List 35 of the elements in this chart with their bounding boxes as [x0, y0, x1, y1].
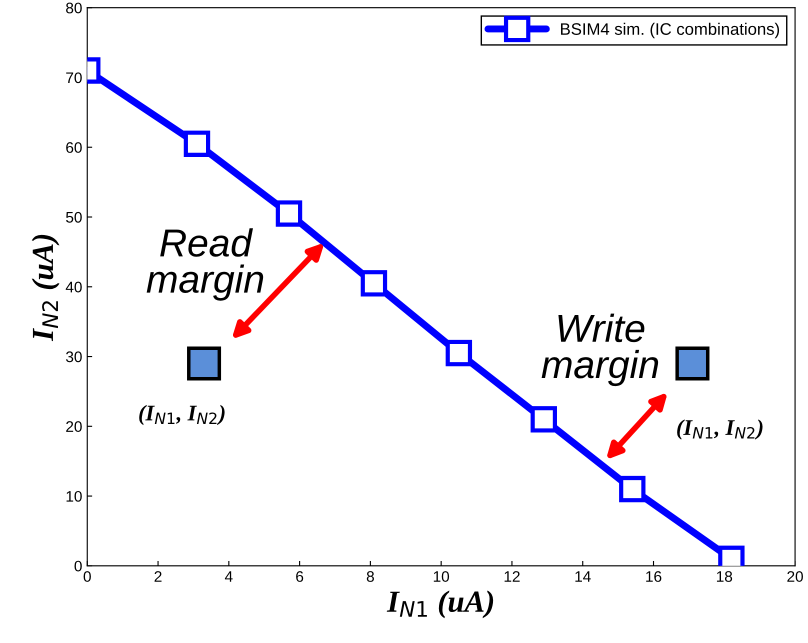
- point: [360, 270, 388, 296]
- point: [675, 346, 710, 381]
- y-tick-label: 0: [74, 560, 82, 572]
- y-tick-label: 80: [66, 2, 82, 14]
- x-axis-title: I$_{N1}$ (uA): [386, 590, 494, 618]
- x-tick-label: 0: [84, 571, 91, 582]
- y-tick-label: 70: [66, 72, 82, 84]
- x-tick-label: 20: [787, 571, 803, 582]
- x-tick-label: 12: [504, 571, 520, 582]
- point: [184, 130, 210, 157]
- point: [446, 340, 472, 366]
- annotation: Read margin: [146, 228, 264, 301]
- annotation: Write margin: [542, 314, 658, 386]
- x-tick-label: 2: [154, 571, 162, 582]
- point: [276, 200, 302, 227]
- x-tick-label: 18: [716, 571, 732, 582]
- y-tick-label: 40: [66, 282, 82, 292]
- x-tick-label: 10: [434, 571, 450, 582]
- y-tick-label: 10: [66, 490, 82, 502]
- legend-label: BSIM4 sim. (IC combinations): [561, 22, 780, 38]
- annotation: (I$_{N1}$, I$_{N2}$): [677, 419, 763, 440]
- x-tick-label: 4: [224, 571, 233, 582]
- y-tick-label: 60: [66, 142, 82, 153]
- x-tick-label: 8: [366, 571, 374, 582]
- x-tick-label: 16: [646, 571, 662, 582]
- point: [187, 346, 222, 381]
- point: [530, 406, 557, 433]
- y-tick-label: 20: [66, 421, 82, 432]
- y-tick-label: 50: [66, 212, 82, 223]
- x-tick-label: 14: [575, 571, 591, 582]
- annotation: (I$_{N1}$, I$_{N2}$): [139, 404, 225, 426]
- y-axis-title: I$_{N2}$ (uA): [32, 234, 60, 342]
- y-tick-label: 30: [66, 351, 82, 362]
- point: [619, 476, 646, 502]
- x-tick-label: 6: [296, 571, 304, 582]
